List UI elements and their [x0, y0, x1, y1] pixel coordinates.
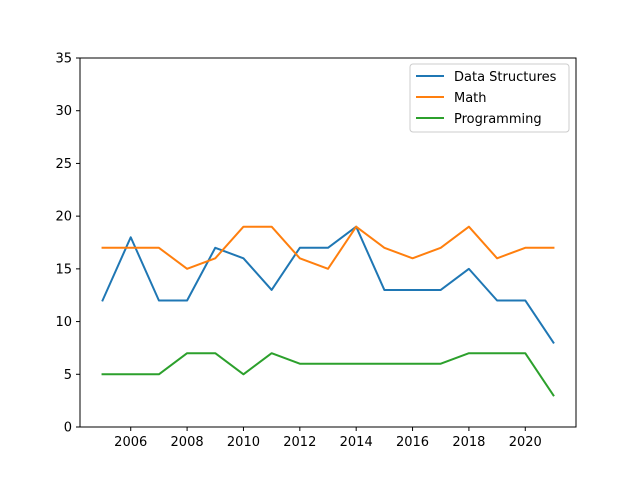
y-tick-label-5: 25 [55, 157, 72, 172]
legend-label-1: Math [454, 91, 487, 106]
series-line-0 [101, 225, 555, 345]
x-tick-label-1: 2008 [171, 435, 204, 450]
y-tick-label-4: 20 [55, 210, 72, 225]
legend-label-2: Programming [454, 112, 542, 127]
series-line-2 [101, 352, 555, 397]
series-layer [101, 225, 555, 397]
y-tick-label-7: 35 [55, 52, 72, 67]
x-tick-label-3: 2012 [283, 435, 316, 450]
series-line-1 [101, 225, 555, 270]
y-tick-label-3: 15 [55, 262, 72, 277]
x-tick-label-4: 2014 [340, 435, 373, 450]
x-tick-label-5: 2016 [396, 435, 429, 450]
legend: Data Structures Math Programming [409, 63, 570, 133]
x-tick-label-6: 2018 [452, 435, 485, 450]
y-tick-label-0: 0 [64, 421, 72, 436]
y-tick-label-1: 5 [64, 368, 72, 383]
x-tick-label-0: 2006 [114, 435, 147, 450]
legend-box [409, 63, 570, 133]
y-tick-label-2: 10 [55, 315, 72, 330]
axes-frame [79, 57, 577, 428]
legend-label-0: Data Structures [454, 70, 557, 85]
x-tick-label-7: 2020 [509, 435, 542, 450]
y-tick-label-6: 30 [55, 104, 72, 119]
axes-layer: 2006 2008 2010 2012 2014 2016 2018 2020 0 5 10 15 20… [55, 52, 577, 450]
x-tick-label-2: 2010 [227, 435, 260, 450]
